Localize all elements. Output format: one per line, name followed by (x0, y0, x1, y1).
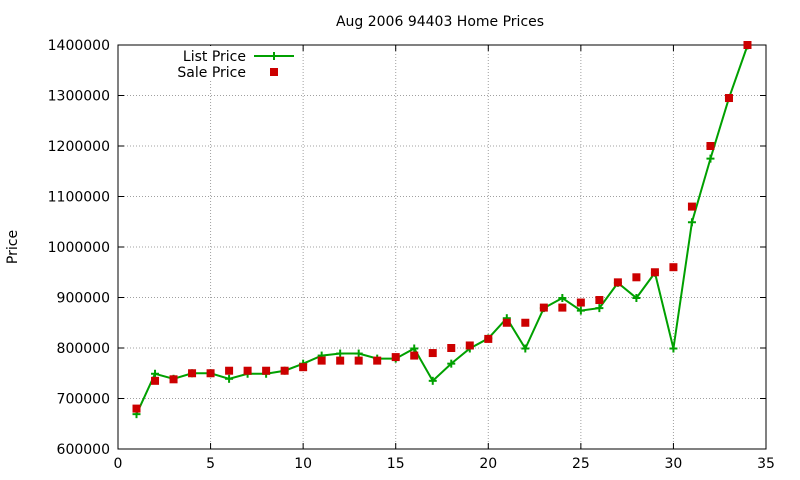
sale-price-point (576, 298, 585, 307)
list-price-point (151, 369, 160, 378)
x-tick-label: 30 (665, 456, 683, 472)
y-tick-label: 1000000 (48, 240, 110, 256)
sale-price-point (632, 273, 641, 282)
list-price-point (521, 344, 530, 353)
list-price-point (595, 304, 604, 313)
sale-price-point (225, 366, 234, 375)
x-tick-label: 15 (387, 456, 405, 472)
sale-price-point (447, 344, 456, 352)
x-tick-label: 0 (114, 456, 123, 472)
sale-price-point (724, 94, 733, 103)
y-tick-label: 1400000 (48, 38, 110, 54)
x-tick-label: 25 (572, 456, 590, 472)
axes: 0 5 10 15 20 25 30 35 600000 700000 800000 900000 10… (48, 38, 775, 472)
list-price-point (706, 154, 715, 163)
sale-price-point (743, 41, 752, 49)
list-price-point (558, 294, 567, 303)
list-price-point (632, 294, 641, 303)
sale-price-point (206, 369, 215, 378)
sale-price-point (188, 369, 197, 378)
y-axis-label: Price (5, 230, 21, 264)
legend-sale-price-label: Sale Price (177, 65, 246, 81)
sale-price-point (706, 142, 715, 150)
sale-price-point (687, 202, 696, 211)
list-price-point (428, 376, 437, 385)
legend-sale-price-marker (270, 68, 278, 76)
list-price-point (576, 306, 585, 315)
grid (118, 45, 766, 449)
list-price-point (687, 218, 696, 227)
y-tick-label: 800000 (57, 341, 110, 357)
chart-title: Aug 2006 94403 Home Prices (336, 14, 544, 30)
legend-list-price-label: List Price (183, 49, 246, 65)
sale-price-point (410, 351, 419, 360)
sale-price-point (299, 363, 308, 372)
list-price-point (336, 349, 345, 358)
sale-price-point (336, 356, 345, 365)
sale-price-point (650, 268, 659, 277)
sale-price-point (280, 366, 289, 375)
sale-price-point (484, 334, 493, 343)
x-tick-label: 10 (294, 456, 312, 472)
sale-price-point (169, 375, 178, 384)
sale-price-point (521, 318, 530, 327)
sale-price-point (354, 356, 363, 365)
sale-price-point (151, 376, 160, 385)
sale-price-point (465, 341, 474, 350)
x-tick-label: 5 (206, 456, 215, 472)
y-tick-label: 700000 (57, 392, 110, 408)
sale-price-point (132, 404, 141, 413)
y-tick-label: 900000 (57, 291, 110, 307)
sale-price-point (317, 356, 326, 365)
list-price-point (225, 374, 234, 383)
sale-price-point (428, 349, 437, 358)
y-tick-label: 1200000 (48, 139, 110, 155)
sale-price-point (558, 303, 567, 312)
list-price-line (135, 45, 749, 415)
sale-price-point (262, 366, 271, 375)
list-price-point (669, 344, 678, 353)
y-tick-label: 1100000 (48, 190, 110, 206)
y-tick-label: 1300000 (48, 89, 110, 105)
list-price-point (354, 349, 363, 358)
x-tick-label: 35 (757, 456, 775, 472)
sale-price-point (391, 353, 400, 362)
sale-price-point (502, 318, 511, 327)
sale-price-point (613, 278, 622, 287)
x-tick-label: 20 (479, 456, 497, 472)
list-price-point (447, 359, 456, 368)
sale-price-point (373, 356, 382, 365)
sale-price-point (539, 303, 548, 312)
sale-price-point (243, 366, 252, 375)
series (132, 41, 752, 419)
list-price-point (410, 344, 419, 353)
legend-background (130, 46, 280, 80)
sale-price-point (595, 296, 604, 305)
y-tick-label: 600000 (57, 442, 110, 458)
sale-price-point (669, 263, 678, 272)
